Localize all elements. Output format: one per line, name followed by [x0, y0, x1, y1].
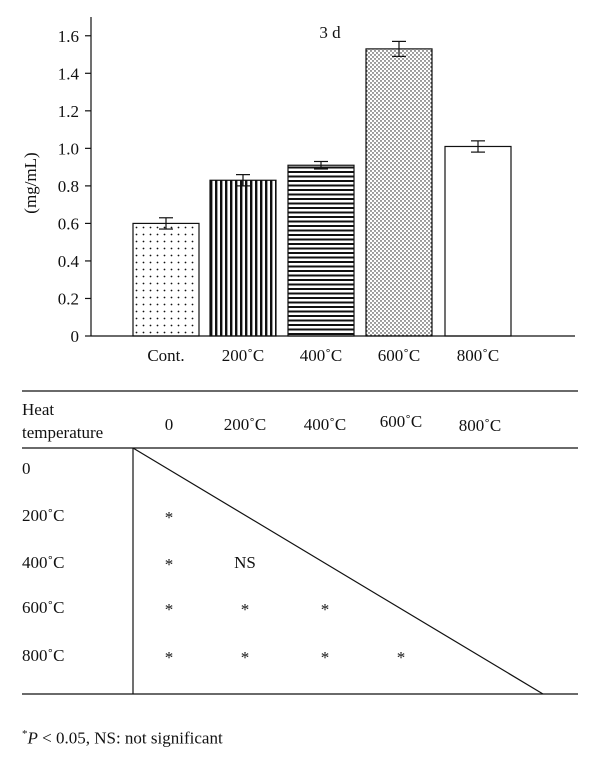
table-row-label: 600˚C — [22, 598, 65, 617]
y-axis-label: (mg/mL) — [21, 152, 40, 213]
y-tick-label: 1.0 — [58, 139, 79, 158]
x-tick-label: 800˚C — [457, 346, 500, 365]
y-tick-label: 1.4 — [58, 64, 80, 83]
error-bar-4 — [392, 40, 406, 58]
error-bar-5 — [471, 140, 485, 153]
y-tick-label: 0.2 — [58, 289, 79, 308]
table-header-label-line1: Heat — [22, 400, 54, 419]
footnote: *P < 0.05, NS: not significant — [22, 728, 223, 749]
y-tick-label: 1.6 — [58, 27, 79, 46]
error-bar-1 — [159, 217, 173, 230]
x-tick-label: 400˚C — [300, 346, 343, 365]
table-cell: * — [165, 600, 174, 619]
table-row-label: 0 — [22, 459, 31, 478]
y-tick-label: 0.8 — [58, 177, 79, 196]
table-cell: * — [165, 555, 174, 574]
table-column-headers: 0 200˚C 400˚C 600˚C 800˚C — [165, 412, 502, 435]
table-cell: NS — [234, 553, 256, 572]
x-axis-tick-labels: Cont. 200˚C 400˚C 600˚C 800˚C — [147, 346, 499, 365]
bar-3 — [287, 164, 355, 337]
footnote-p-symbol: P — [27, 728, 38, 748]
bar-5 — [444, 145, 512, 337]
table-column-header: 200˚C — [224, 415, 267, 434]
bars — [132, 40, 512, 337]
bar-1 — [132, 222, 200, 337]
significance-table: Heat temperature 0 200˚C 400˚C 600˚C 800˚C 0… — [22, 390, 578, 695]
table-cell: * — [321, 648, 330, 667]
table-cell: * — [165, 648, 174, 667]
table-column-header: 400˚C — [304, 415, 347, 434]
bar-chart: 3 d (mg/mL) 0 0.2 0.4 0.6 0.8 1.0 1.2 1.4 1.6 Co… — [21, 17, 575, 365]
chart-title: 3 d — [319, 23, 341, 42]
footnote-asterisk: * — [22, 728, 28, 740]
table-header-label-line2: temperature — [22, 423, 103, 442]
table-column-header: 600˚C — [380, 412, 423, 431]
table-column-header: 0 — [165, 415, 174, 434]
table-row: 400˚C * NS — [22, 553, 256, 574]
table-cell: * — [321, 600, 330, 619]
table-row-label: 800˚C — [22, 646, 65, 665]
x-tick-label: Cont. — [147, 346, 184, 365]
table-cell: * — [397, 648, 406, 667]
table-triangle-diagonal — [132, 447, 544, 695]
y-tick-label: 0 — [71, 327, 80, 346]
y-axis-ticks: 0 0.2 0.4 0.6 0.8 1.0 1.2 1.4 1.6 — [58, 27, 91, 346]
y-tick-label: 0.6 — [58, 214, 79, 233]
table-cell: * — [241, 600, 250, 619]
table-rows: 0 200˚C * 400˚C * NS 600˚C * * * 800˚C * * * * — [22, 459, 405, 667]
table-column-header: 800˚C — [459, 416, 502, 435]
table-row: 600˚C * * * — [22, 598, 329, 619]
table-row: 200˚C * — [22, 506, 173, 527]
bar-2 — [209, 179, 277, 337]
table-cell: * — [165, 508, 174, 527]
table-row-label: 400˚C — [22, 553, 65, 572]
table-row-label: 200˚C — [22, 506, 65, 525]
error-bar-3 — [314, 160, 328, 170]
table-row: 0 — [22, 459, 31, 478]
x-tick-label: 200˚C — [222, 346, 265, 365]
x-tick-label: 600˚C — [378, 346, 421, 365]
bar-4 — [365, 48, 433, 337]
y-tick-label: 1.2 — [58, 102, 79, 121]
error-bar-2 — [236, 174, 250, 187]
footnote-text: < 0.05, NS: not significant — [37, 728, 223, 748]
y-tick-label: 0.4 — [58, 252, 80, 271]
table-row: 800˚C * * * * — [22, 646, 405, 667]
table-cell: * — [241, 648, 250, 667]
